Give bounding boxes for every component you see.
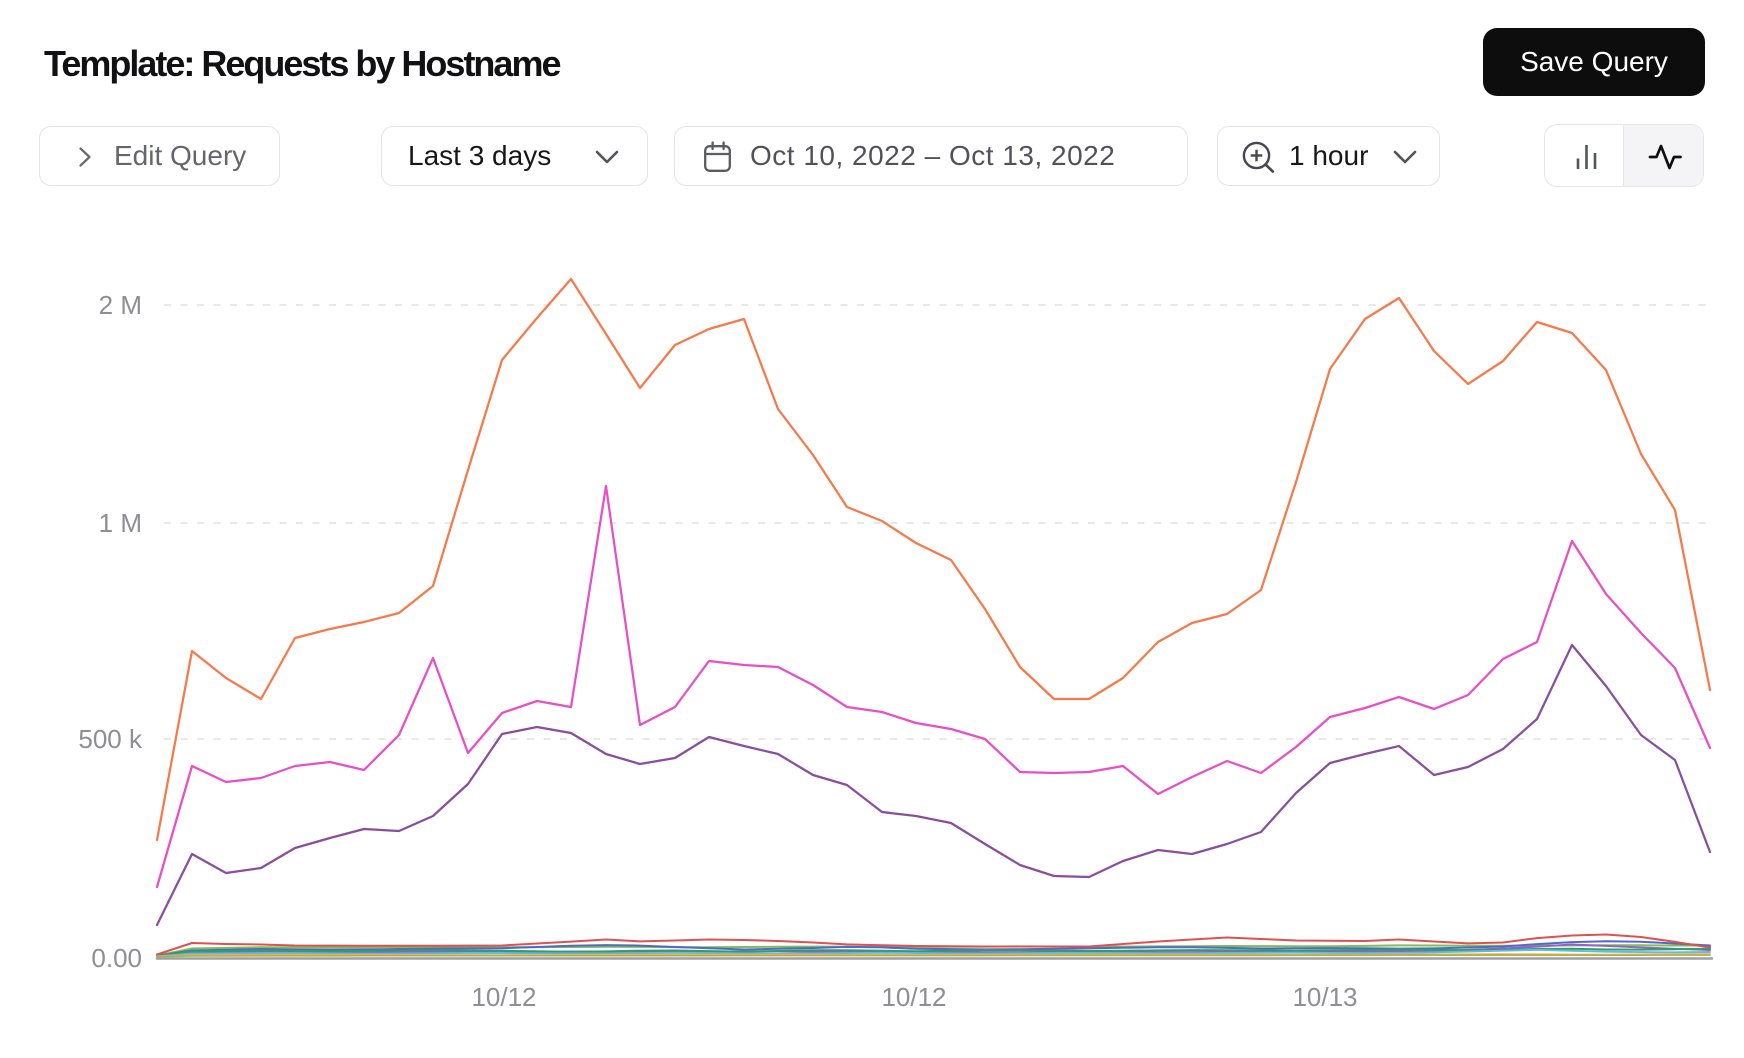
svg-text:500 k: 500 k bbox=[78, 724, 143, 754]
svg-text:2 M: 2 M bbox=[99, 290, 142, 320]
svg-text:0.00: 0.00 bbox=[91, 943, 142, 973]
svg-text:10/13: 10/13 bbox=[1292, 982, 1357, 1012]
svg-text:1 M: 1 M bbox=[99, 508, 142, 538]
svg-text:10/12: 10/12 bbox=[881, 982, 946, 1012]
svg-text:10/12: 10/12 bbox=[471, 982, 536, 1012]
